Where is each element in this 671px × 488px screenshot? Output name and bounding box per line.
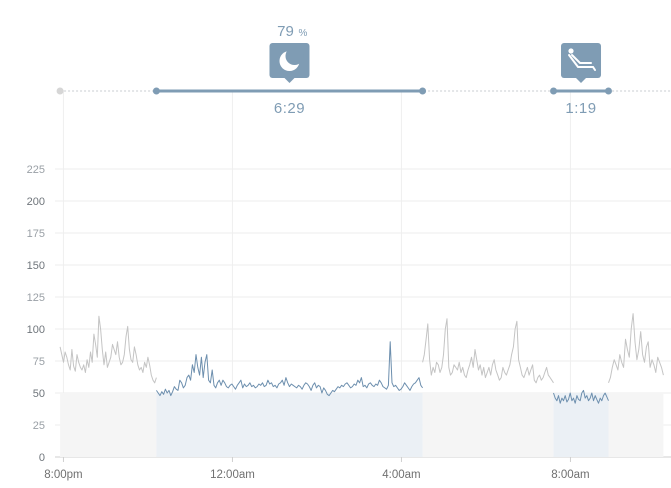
sleep-period-end-dot — [604, 87, 612, 95]
sleep-timeline: 79 % 6:29 1:19 — [56, 23, 671, 117]
period-badge — [561, 43, 602, 78]
sleep-efficiency-percent: 79 — [277, 23, 294, 40]
awake-region-fill — [608, 393, 664, 457]
x-tick-label: 12:00am — [210, 469, 255, 481]
awake-series-line — [422, 318, 554, 384]
y-tick-label: 200 — [27, 196, 45, 208]
y-tick-label: 75 — [33, 356, 45, 368]
y-tick-label: 0 — [39, 452, 45, 464]
y-tick-label: 150 — [27, 260, 45, 272]
x-tick-label: 8:00pm — [44, 469, 82, 481]
period-badge-pointer — [576, 78, 587, 83]
moon-icon-shadow — [285, 47, 304, 65]
period-badge-pointer — [284, 78, 295, 83]
asleep-series-line — [155, 341, 424, 397]
sleep-period-start-dot — [550, 87, 558, 95]
x-tick-label: 8:00am — [551, 469, 589, 481]
sleep-period-start-dot — [152, 87, 160, 95]
awake-series-line — [59, 315, 157, 384]
sleep-period-duration: 6:29 — [274, 100, 305, 117]
series-lines — [59, 313, 664, 404]
y-tick-label: 225 — [27, 164, 45, 176]
y-tick-label: 125 — [27, 292, 45, 304]
moon-icon — [279, 47, 304, 71]
awake-region-fill — [422, 393, 554, 457]
y-tick-label: 175 — [27, 228, 45, 240]
sleep-efficiency-unit: % — [298, 28, 307, 39]
sleep-region-fill — [553, 393, 609, 457]
y-tick-label: 100 — [27, 324, 45, 336]
y-tick-label: 25 — [33, 420, 45, 432]
asleep-series-line — [553, 389, 609, 404]
awake-series-line — [608, 313, 664, 383]
recliner-icon-seat — [568, 54, 597, 71]
timeline-start-dot — [56, 87, 64, 95]
axis-ticks: 225 200 175 150 125 100 75 50 25 0 8:00pm 12:00am 4:… — [27, 164, 590, 481]
sleep-period-end-dot — [419, 87, 427, 95]
recliner-icon-body — [571, 54, 593, 64]
y-tick-label: 50 — [33, 388, 45, 400]
x-tick-label: 4:00am — [382, 469, 420, 481]
sleep-region-fill — [156, 393, 423, 457]
sleep-period-duration: 1:19 — [565, 100, 596, 117]
area-fills — [60, 393, 664, 457]
recliner-icon-head — [568, 48, 574, 54]
awake-region-fill — [60, 393, 157, 457]
recliner-icon — [568, 48, 597, 71]
